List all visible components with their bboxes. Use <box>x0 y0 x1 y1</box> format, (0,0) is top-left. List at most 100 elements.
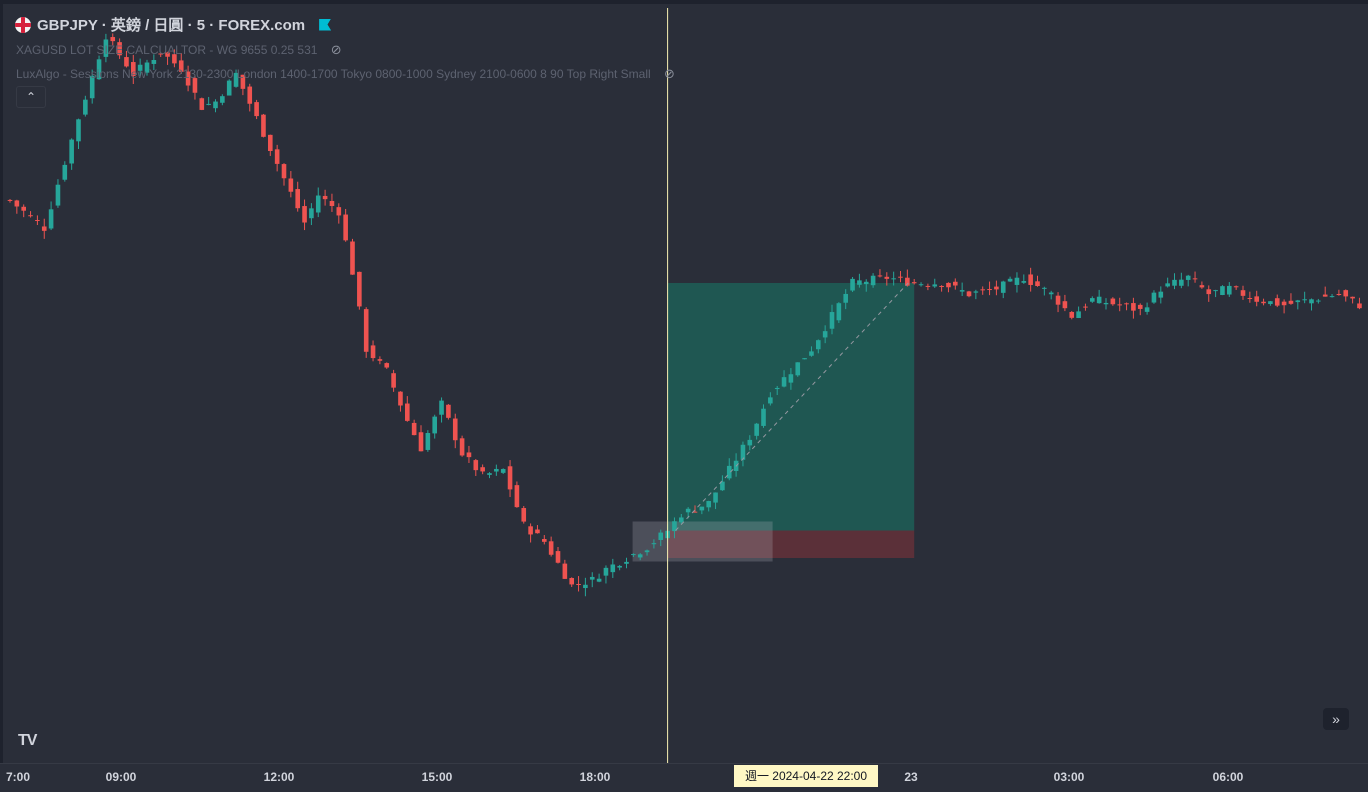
candle <box>1350 296 1355 304</box>
candle <box>1192 271 1198 283</box>
candle <box>699 506 705 515</box>
candle <box>377 356 383 365</box>
candle <box>1247 291 1253 303</box>
candle <box>370 340 376 362</box>
stop-zone[interactable] <box>667 530 915 559</box>
candle <box>918 282 924 287</box>
candle <box>637 553 643 561</box>
candle <box>617 564 622 571</box>
candle <box>644 549 650 556</box>
bookmark-icon[interactable] <box>319 18 332 31</box>
candle <box>1000 280 1006 299</box>
candle <box>432 414 437 439</box>
candle <box>28 211 33 218</box>
symbol-title[interactable]: GBPJPY · 英鎊 / 日圓 · 5 · FOREX.com <box>37 17 306 34</box>
candle <box>802 358 807 360</box>
candle <box>261 113 266 138</box>
candle <box>1322 286 1328 297</box>
candle <box>870 273 876 288</box>
candle <box>343 208 348 242</box>
candle <box>1261 298 1266 306</box>
candle <box>268 134 273 156</box>
eye-off-icon[interactable]: ⊘ <box>664 66 675 81</box>
candle <box>1329 294 1335 298</box>
candle <box>658 529 664 547</box>
candle <box>1117 297 1122 312</box>
candle <box>1151 290 1157 304</box>
candle <box>507 460 513 498</box>
candle <box>1110 297 1116 306</box>
time-tick-label: 18:00 <box>579 770 611 784</box>
eye-off-icon[interactable]: ⊘ <box>330 42 342 57</box>
trade-path-line <box>675 282 909 531</box>
candle <box>596 573 602 583</box>
candle <box>487 472 492 479</box>
candle <box>788 368 794 390</box>
candle <box>925 283 931 291</box>
candle <box>384 362 390 369</box>
candle <box>1274 294 1280 308</box>
candle <box>1035 275 1040 287</box>
candle <box>822 325 828 344</box>
candle <box>1048 290 1054 300</box>
candle <box>884 272 890 286</box>
candle <box>1028 267 1033 292</box>
candle <box>740 441 746 467</box>
candle <box>857 273 862 288</box>
candle <box>1357 297 1362 310</box>
candle <box>288 171 294 198</box>
time-tick-label: 09:00 <box>105 770 137 784</box>
candle <box>1144 302 1150 315</box>
candle <box>117 38 122 59</box>
candle <box>1137 303 1143 316</box>
time-axis[interactable]: 7:00 09:00 12:00 15:00 18:00 23 03:00 06:00 <box>0 763 1368 792</box>
candle <box>973 289 979 300</box>
candle <box>473 458 479 476</box>
candle <box>891 271 896 286</box>
candle <box>1062 294 1068 312</box>
candle <box>781 370 787 388</box>
candle <box>1165 277 1170 288</box>
candle <box>1069 311 1075 320</box>
candle <box>1090 296 1095 303</box>
candle <box>836 302 842 323</box>
candle <box>994 280 999 296</box>
price-chart[interactable] <box>0 0 1368 763</box>
candle <box>398 391 403 412</box>
candle <box>494 464 499 476</box>
candle <box>589 572 595 588</box>
candle <box>863 279 869 292</box>
indicator-legend-2[interactable]: LuxAlgo - Sessions New York 2130-2300 Lo… <box>16 66 675 82</box>
target-zone[interactable] <box>667 283 915 531</box>
candle <box>528 523 533 543</box>
candle <box>76 118 81 149</box>
candle <box>576 576 581 592</box>
candle <box>178 53 184 74</box>
candle <box>959 282 965 296</box>
double-chevron-right-icon[interactable]: » <box>1323 708 1349 730</box>
candle <box>1343 289 1349 302</box>
candle <box>761 404 766 428</box>
candle <box>391 369 396 392</box>
time-tick-label: 23 <box>904 770 918 784</box>
indicator-2-label: LuxAlgo - Sessions New York 2130-2300 Lo… <box>16 67 651 81</box>
candle <box>562 559 568 579</box>
tradingview-logo[interactable]: TV <box>18 732 37 749</box>
indicator-legend-1[interactable]: XAGUSD LOT SIZE CALCUALTOR - WG 9655 0.2… <box>16 42 342 58</box>
candle <box>220 94 225 106</box>
candle <box>254 99 259 120</box>
symbol-header[interactable]: GBPJPY · 英鎊 / 日圓 · 5 · FOREX.com <box>15 14 332 35</box>
candle <box>1240 285 1246 300</box>
candle <box>350 238 355 275</box>
candle <box>1131 297 1136 319</box>
candle <box>110 33 116 46</box>
chevron-up-icon[interactable]: ⌃ <box>16 86 46 108</box>
candle <box>309 203 314 226</box>
candle <box>1206 285 1212 302</box>
candle <box>603 565 609 584</box>
candle <box>555 547 561 564</box>
candle <box>1096 289 1102 304</box>
candle <box>672 517 677 539</box>
candle <box>980 286 985 295</box>
